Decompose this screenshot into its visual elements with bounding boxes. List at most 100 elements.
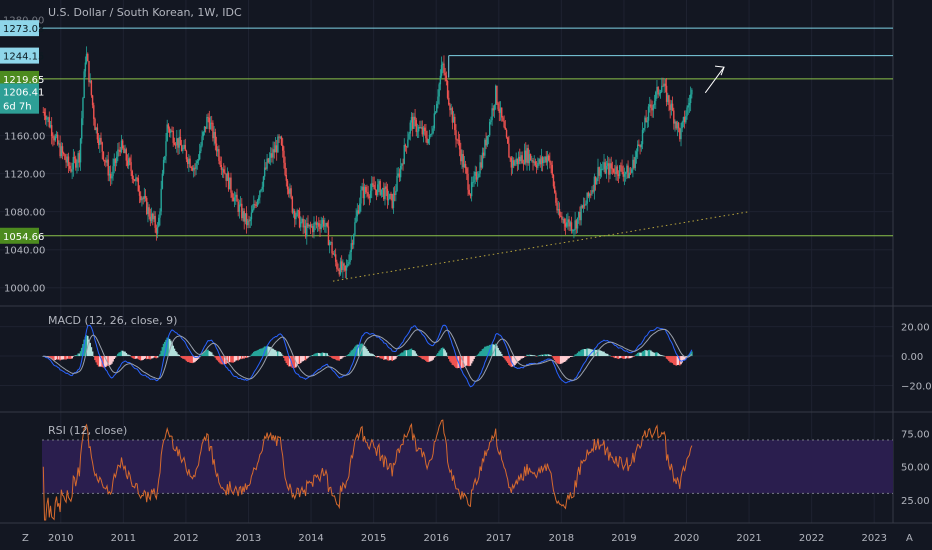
candle-body [402, 163, 404, 165]
price-badge [0, 47, 39, 64]
macd-histogram-bar [494, 343, 497, 357]
candle-body [306, 223, 308, 237]
macd-histogram-bar [373, 355, 375, 357]
macd-histogram-bar [433, 356, 436, 358]
candle-body [249, 219, 251, 222]
candle-body [47, 117, 49, 119]
macd-histogram-bar [438, 351, 440, 357]
candle-body [85, 53, 88, 63]
macd-histogram-bar [222, 356, 225, 365]
candle-body [125, 149, 127, 161]
drawing-annotations[interactable] [332, 65, 750, 282]
macd-histogram-bar [261, 348, 264, 357]
candle-body [505, 129, 508, 138]
macd-histogram-bar [358, 344, 361, 357]
macd-histogram-bar [603, 351, 605, 357]
candle-body [405, 146, 408, 148]
macd-histogram-bar [622, 356, 625, 359]
candle-body [522, 163, 525, 165]
candle-body [408, 133, 410, 140]
macd-histogram-bar [474, 356, 477, 357]
macd-histogram-bar [666, 356, 669, 360]
macd-histogram-bar [580, 349, 582, 357]
candle-body [150, 213, 153, 221]
candle-body [439, 75, 442, 85]
candle-body [421, 127, 424, 135]
candle-body [381, 187, 384, 190]
macd-histogram-bar [567, 356, 569, 359]
macd-histogram-bar [528, 354, 531, 357]
log-scale-toggle-icon[interactable]: Z [22, 533, 29, 544]
macd-histogram-bar [118, 352, 120, 357]
price-axis[interactable]: 1000.00 1040.00 1080.00 1120.00 1160.00 [4, 132, 45, 295]
candle-body [211, 122, 213, 124]
macd-histogram-bar [397, 355, 400, 357]
candle-body [527, 148, 529, 164]
macd-histogram-bar [609, 355, 611, 357]
macd-histogram-bar [139, 356, 142, 361]
macd-histogram-bar [582, 349, 585, 357]
candle-body [121, 140, 124, 149]
candle-body [507, 137, 509, 144]
macd-histogram-bar [231, 356, 233, 363]
macd-histogram-bar [415, 353, 418, 357]
dotted-trendline[interactable] [332, 211, 750, 282]
macd-histogram-bar [522, 356, 525, 359]
candle-body [174, 144, 177, 146]
macd-histogram-bar [127, 354, 130, 357]
macd-histogram-bar [178, 354, 181, 357]
candle-body [495, 85, 497, 105]
candle-body [83, 71, 85, 98]
macd-histogram-bar [203, 351, 206, 357]
candle-body [652, 105, 655, 111]
macd-histogram-bar [330, 356, 332, 357]
auto-scale-toggle-icon[interactable]: A [906, 533, 913, 544]
candle-body [273, 149, 275, 153]
macd-histogram-bar [154, 356, 156, 358]
macd-tick-label: 0.00 [901, 352, 923, 363]
macd-histogram-bar [490, 344, 492, 357]
candle-body [124, 149, 126, 154]
macd-histogram-bar [302, 356, 304, 362]
candle-body [227, 172, 230, 190]
candle-body [553, 186, 556, 193]
price-badge [0, 70, 39, 87]
time-axis[interactable]: 2010 2011 2012 2013 2014 2015 2016 2017 2018 2019… [48, 533, 887, 544]
candle-body [141, 198, 143, 201]
candle-body [278, 136, 280, 138]
candle-body [386, 188, 389, 201]
candlestick-series [42, 46, 693, 279]
candle-body [411, 116, 414, 129]
macd-histogram-bar [159, 354, 161, 357]
candle-body [415, 119, 417, 132]
macd-histogram-bar [615, 356, 617, 358]
candle-body [320, 223, 322, 230]
macd-histogram-bar [66, 356, 69, 359]
macd-histogram-bar [213, 355, 215, 357]
macd-histogram-bar [479, 351, 481, 357]
macd-histogram-bar [271, 348, 273, 357]
candle-body [111, 176, 113, 179]
rsi-tick-label: 50.00 [901, 463, 930, 474]
macd-histogram-bar [577, 351, 580, 357]
arrow-line[interactable] [704, 66, 725, 94]
macd-histogram-bar [208, 351, 211, 357]
price-tick-label: 1160.00 [4, 132, 45, 143]
macd-histogram-bar [232, 356, 235, 363]
macd-histogram-bar [413, 350, 415, 357]
macd-histogram-bar [214, 356, 217, 358]
macd-histogram-bar [681, 356, 684, 363]
macd-histogram-bar [143, 356, 146, 359]
macd-histogram-bar [129, 355, 131, 357]
candle-body [229, 177, 231, 190]
macd-histogram-bar [226, 356, 229, 363]
macd-histogram-bar [349, 352, 351, 357]
candle-body [596, 178, 598, 185]
candle-body [182, 147, 184, 152]
candle-body [165, 141, 167, 157]
candle-body [563, 218, 565, 224]
candle-body [503, 121, 505, 128]
candle-body [656, 86, 658, 93]
candle-body [387, 198, 390, 201]
